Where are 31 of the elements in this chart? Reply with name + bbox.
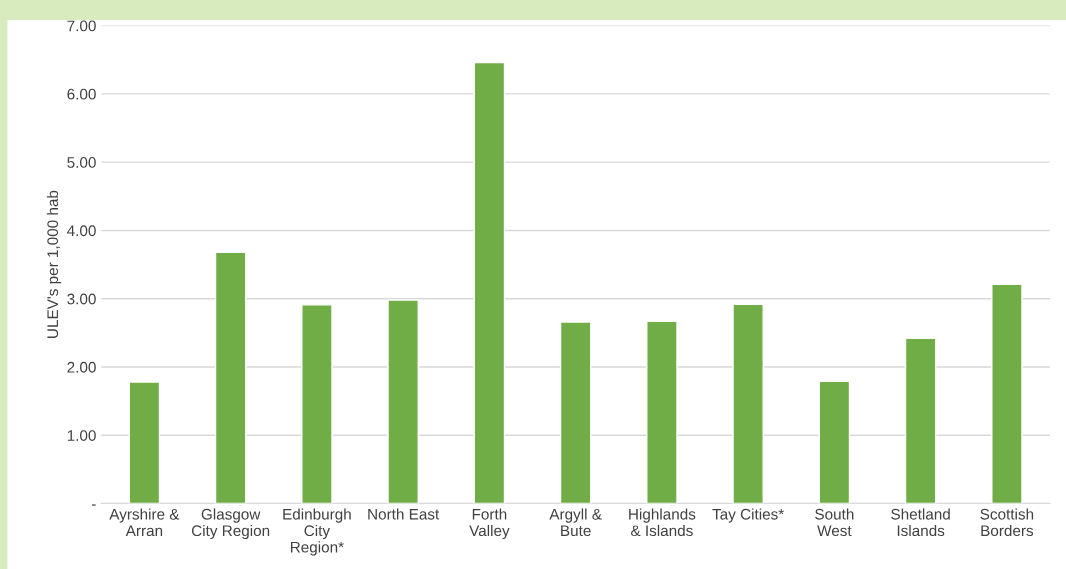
x-tick-label: Shetland Islands: [891, 508, 950, 537]
y-tick-label: 3.00: [67, 293, 96, 305]
y-axis-title: ULEV's per 1,000 hab: [46, 190, 62, 338]
bar: [214, 251, 247, 504]
bar: [301, 304, 333, 504]
y-tick-label: 5.00: [67, 157, 96, 168]
bar: [128, 381, 161, 504]
x-tick-label: South West: [815, 508, 854, 537]
x-tick-label: Glasgow City Region: [191, 508, 270, 540]
x-tick-label: Edinburgh City Region*: [283, 508, 351, 556]
bar: [387, 299, 419, 504]
y-tick-label: 2.00: [67, 361, 96, 373]
x-tick-label: Argyll & Bute: [549, 508, 602, 537]
y-tick-label: 7.00: [67, 20, 96, 32]
bar: [904, 337, 937, 504]
x-tick-label: Tay Cities*: [712, 508, 784, 523]
y-tick-label: 4.00: [67, 225, 96, 237]
x-tick-label: Ayrshire & Arran: [109, 508, 180, 537]
y-tick-label: 6.00: [67, 88, 96, 100]
x-tick-label: Highlands & Islands: [629, 508, 696, 537]
bar: [818, 380, 851, 504]
bar: [991, 283, 1023, 504]
y-tick-label: -: [92, 504, 96, 506]
bar: [732, 303, 764, 504]
bar: [559, 321, 592, 504]
x-tick-label: Forth Valley: [469, 508, 510, 540]
x-tick-label: Scottish Borders: [980, 508, 1034, 537]
bar: [473, 61, 506, 504]
bar: [646, 320, 678, 504]
x-tick-label: North East: [368, 508, 440, 520]
y-tick-label: 1.00: [67, 430, 96, 441]
